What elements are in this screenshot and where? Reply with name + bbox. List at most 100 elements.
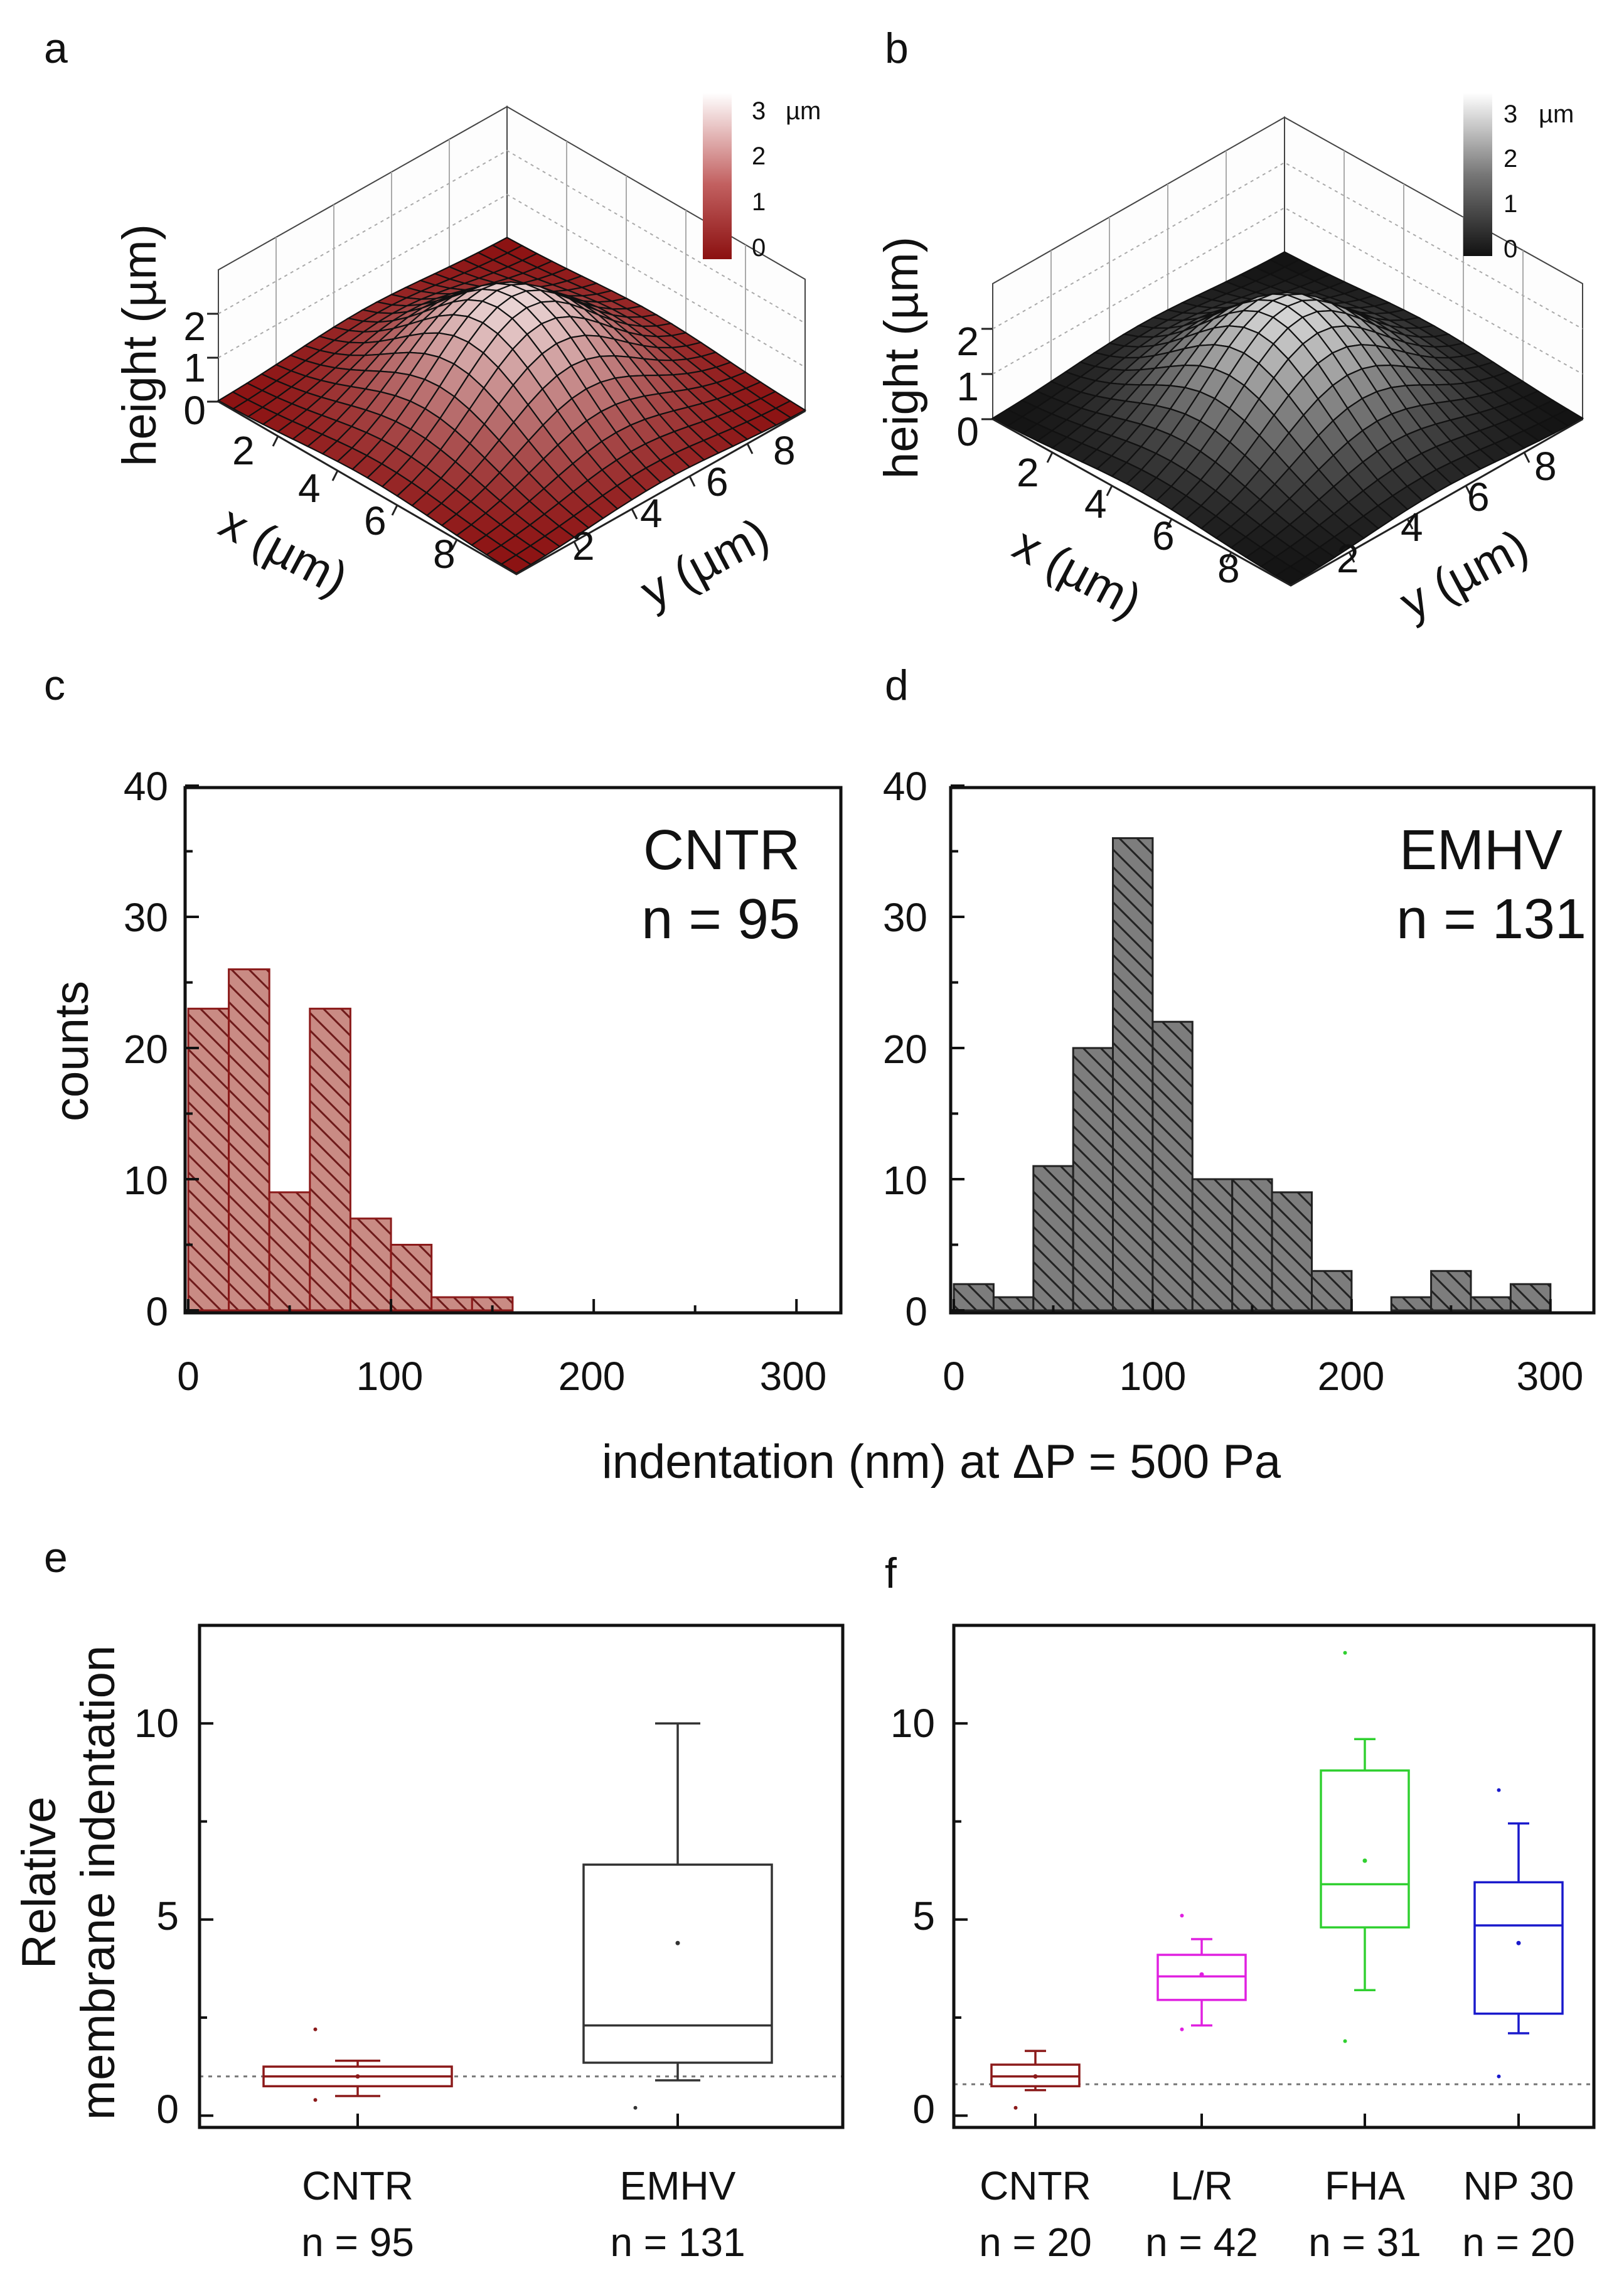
histogram-c-annotation-n: n = 95	[641, 888, 800, 951]
boxplot-f-np30-box	[1473, 1881, 1564, 2015]
boxplot-f-ytick-5: 5	[912, 1893, 935, 1939]
boxplot-f-n-lr: n = 42	[1145, 2220, 1258, 2265]
boxplot-e-n-emhv: n = 131	[610, 2220, 745, 2265]
colorbar-b: 3 µm 2 1 0	[1463, 93, 1574, 263]
histogram-d-bar-0	[953, 1283, 995, 1312]
histogram-d-annotation-n: n = 131	[1396, 888, 1586, 951]
surface-a-y-tick-mark	[573, 541, 580, 552]
surface-b-x-ticks: 2 4 6 8	[1017, 450, 1240, 591]
surface-plot-b: 0 1 2 height (µm) 2 4 6 8 x (µm) 2 4 6 8…	[875, 93, 1584, 630]
histogram-c-ytick-30: 30	[124, 895, 168, 940]
surface-b-x-tick-mark	[1225, 552, 1232, 563]
surface-a-z-ticks: 0 1 2	[183, 304, 206, 433]
boxplot-e-ytick-5: 5	[156, 1893, 179, 1939]
boxplot-f-category-labels: CNTR n = 20 L/R n = 42 FHA n = 31 NP 30 …	[979, 2163, 1575, 2265]
surface-a-y-tick-mark	[746, 443, 754, 454]
surface-b-y-tick-mark	[1406, 518, 1414, 530]
surface-a-y-tick-mark	[688, 476, 696, 487]
histogram-d-bar-80	[1112, 837, 1154, 1312]
boxplot-f-lr-outlier	[1180, 2027, 1184, 2031]
surface-a-y-tick-6: 6	[706, 459, 729, 505]
boxplot-f-n-fha: n = 31	[1308, 2220, 1421, 2265]
surface-b-x-tick-2: 2	[1017, 450, 1039, 495]
surface-a-x-ticks: 2 4 6 8	[232, 428, 456, 577]
surface-b-z-label: height (µm)	[875, 237, 928, 479]
surface-a-mesh	[216, 237, 807, 575]
boxplot-f-lr-mean	[1199, 1972, 1204, 1977]
surface-b-x-tick-6: 6	[1152, 513, 1175, 559]
surface-b-x-tick-8: 8	[1217, 546, 1240, 591]
histogram-d-annotation-group: EMHV	[1399, 819, 1563, 882]
boxplot-f-label-np30: NP 30	[1463, 2163, 1574, 2208]
surface-b-z-ticks: 0 1 2	[956, 319, 979, 454]
boxplot-e-ytick-0: 0	[156, 2087, 179, 2132]
surface-plot-a: 0 1 2 height (µm) 2 4 6 8 x (µm) 2 4 6 8…	[113, 93, 821, 619]
panel-label-b: b	[885, 24, 909, 72]
colorbar-b-tick-2: 2	[1504, 145, 1517, 173]
histogram-d-ytick-20: 20	[883, 1027, 927, 1072]
surface-a-z-tick-0: 0	[183, 388, 206, 433]
boxplot-f-frame	[952, 1623, 1596, 2129]
surface-a-x-label: x (µm)	[211, 495, 356, 606]
boxplot-f-cntr-outlier	[1013, 2105, 1018, 2110]
colorbar-a: 3 µm 2 1 0	[703, 93, 821, 262]
boxplot-f-y-tick-labels: 0 5 10	[890, 1701, 935, 2132]
surface-a-mesh-cell	[500, 554, 533, 574]
histogram-d-tick-marks	[951, 784, 1552, 1313]
histogram-d-bar-140	[1231, 1178, 1273, 1312]
boxplot-e-ytick-10: 10	[134, 1701, 179, 1746]
surface-a-x-tick-6: 6	[364, 498, 387, 543]
surface-a-y-tick-2: 2	[572, 523, 595, 569]
boxplot-e-y-label-line1: Relative	[13, 1797, 66, 1969]
histogram-c-tick-marks	[185, 784, 798, 1313]
surface-a-x-tick-mark	[272, 436, 279, 447]
histogram-d-bar-260	[1470, 1296, 1512, 1312]
surface-b-z-tick-2: 2	[956, 319, 979, 364]
boxplot-f-np30-outlier	[1497, 1788, 1501, 1792]
boxplot-e-emhv-box	[582, 1863, 773, 2064]
histogram-d-bars	[953, 837, 1552, 1312]
histogram-c-y-tick-labels: 0 10 20 30 40	[124, 764, 168, 1334]
surface-a-y-ticks: 2 4 6 8	[572, 428, 796, 569]
surface-a-x-tick-mark	[331, 470, 339, 481]
histogram-c-ytick-40: 40	[124, 764, 168, 809]
panel-label-d: d	[885, 661, 909, 709]
boxplot-f-ytick-0: 0	[912, 2087, 935, 2132]
histogram-d-bar-220	[1390, 1296, 1433, 1312]
surface-a-x-tick-4: 4	[298, 466, 321, 511]
surface-b-walls	[981, 116, 1583, 420]
histogram-c-bar-100	[390, 1244, 433, 1312]
histogram-d-bar-180	[1311, 1270, 1353, 1312]
surface-b-y-tick-8: 8	[1534, 444, 1557, 489]
colorbar-a-unit: µm	[786, 97, 821, 125]
boxplot-f: 0 5 10 CNTR n = 20 L/R n = 42 FHA n = 31…	[890, 1623, 1596, 2265]
surface-b-y-tick-mark	[1348, 552, 1355, 563]
surface-b-z-tick-1: 1	[956, 364, 979, 409]
surface-b-x-tick-4: 4	[1084, 481, 1107, 527]
histogram-d-bar-280	[1509, 1283, 1552, 1312]
histogram-d-xtick-300: 300	[1517, 1354, 1584, 1399]
histogram-d-bar-160	[1271, 1191, 1313, 1312]
boxplot-f-np30-outlier	[1497, 2074, 1501, 2078]
colorbar-b-unit: µm	[1539, 100, 1574, 128]
boxplot-f-n-np30: n = 20	[1462, 2220, 1575, 2265]
surface-a-x-tick-mark	[391, 505, 398, 516]
histogram-d-ytick-40: 40	[883, 764, 927, 809]
boxplot-f-n-cntr: n = 20	[979, 2220, 1092, 2265]
boxplot-e-label-emhv: EMHV	[620, 2163, 736, 2208]
colorbar-a-tick-1: 1	[752, 188, 766, 216]
histogram-d-xtick-100: 100	[1119, 1354, 1187, 1399]
histogram-c: 0 10 20 30 40 0 100 200 300 counts CNTR …	[45, 764, 843, 1399]
histogram-c-xtick-0: 0	[177, 1354, 200, 1399]
colorbar-a-tick-3: 3	[752, 97, 766, 125]
panel-label-c: c	[44, 661, 65, 709]
boxplot-f-fha-box	[1320, 1769, 1410, 1928]
surface-b-y-tick-4: 4	[1401, 505, 1423, 550]
surface-a-wall-grid-line	[218, 193, 806, 368]
surface-b-y-ticks: 2 4 6 8	[1337, 444, 1557, 581]
histogram-c-bar-80	[350, 1217, 392, 1312]
histogram-d-ytick-0: 0	[905, 1289, 927, 1334]
histogram-c-y-label: counts	[45, 981, 99, 1121]
surface-a-wall-grid-line	[218, 149, 806, 324]
boxplot-f-fha-outlier	[1343, 1650, 1347, 1655]
